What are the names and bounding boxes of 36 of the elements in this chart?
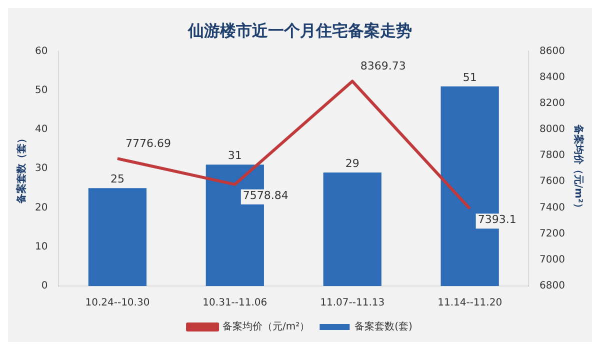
legend-label: 备案套数(套) (354, 320, 413, 333)
y2-tick-label: 8400 (540, 72, 566, 83)
legend-label: 备案均价（元/m²） (222, 320, 310, 333)
y-tick-label: 60 (34, 46, 48, 57)
y2-tick-label: 7800 (540, 150, 566, 162)
y-axis-title: 备案套数（套） (16, 134, 28, 205)
data-label: 29 (345, 156, 360, 170)
bar (323, 172, 382, 286)
y-tick-label: 0 (41, 280, 48, 292)
chart-title: 仙游楼市近一个月住宅备案走势 (187, 20, 412, 40)
y2-tick-label: 8200 (540, 98, 566, 109)
x-tick-label: 11.07--11.13 (320, 298, 385, 309)
y2-tick-label: 8000 (540, 124, 566, 136)
y-tick-label: 40 (34, 124, 48, 136)
data-label: 7776.69 (125, 136, 171, 150)
data-label: 25 (110, 172, 124, 186)
y2-tick-label: 7000 (540, 254, 566, 266)
data-label: 7578.84 (242, 188, 288, 202)
data-label: 51 (462, 70, 477, 84)
y2-axis-title: 备案均价（元/m²） (572, 123, 584, 213)
bar (88, 188, 147, 286)
y-tick-label: 50 (34, 84, 48, 96)
x-tick-label: 11.14--11.20 (438, 298, 502, 309)
y2-tick-label: 7600 (540, 176, 566, 188)
x-tick-label: 10.31--11.06 (202, 298, 268, 309)
x-tick-label: 10.24--10.30 (85, 298, 150, 309)
y-tick-label: 30 (34, 163, 48, 174)
y2-tick-label: 6800 (540, 280, 566, 292)
y-tick-label: 20 (34, 202, 48, 214)
data-label: 31 (228, 149, 242, 162)
y2-tick-label: 7400 (540, 202, 566, 214)
data-label: 8369.73 (360, 60, 406, 73)
y2-tick-label: 7200 (540, 228, 566, 240)
data-label: 7393.1 (478, 212, 516, 226)
y2-tick-label: 8600 (540, 46, 566, 57)
y-tick-label: 10 (34, 241, 48, 252)
